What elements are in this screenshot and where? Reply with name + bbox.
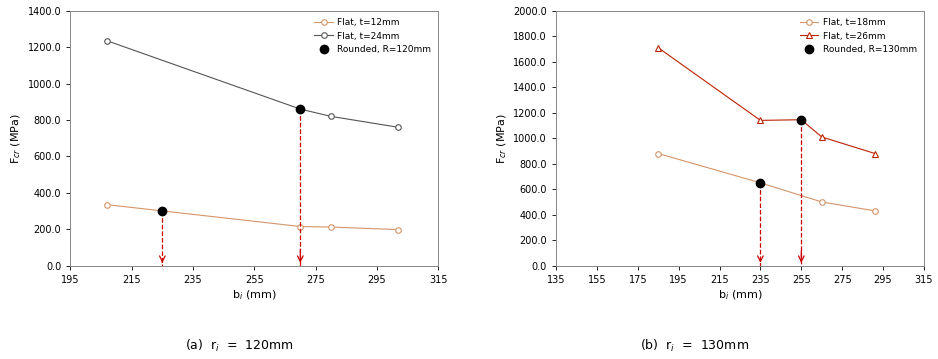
Flat, t=26mm: [795, 118, 807, 122]
Flat, t=26mm: [653, 46, 664, 50]
Flat, t=12mm: [101, 202, 113, 207]
Flat, t=24mm: [393, 125, 404, 130]
X-axis label: b$_i$ (mm): b$_i$ (mm): [232, 289, 277, 302]
Text: (b)  r$_i$  =  130mm: (b) r$_i$ = 130mm: [640, 337, 749, 354]
Flat, t=18mm: [870, 209, 881, 213]
Flat, t=18mm: [816, 200, 827, 204]
Y-axis label: F$_{cr}$ (MPa): F$_{cr}$ (MPa): [495, 113, 509, 164]
Flat, t=12mm: [325, 225, 337, 229]
Flat, t=18mm: [653, 151, 664, 156]
Line: Flat, t=24mm: Flat, t=24mm: [104, 38, 401, 130]
X-axis label: b$_i$ (mm): b$_i$ (mm): [718, 289, 763, 302]
Line: Flat, t=18mm: Flat, t=18mm: [656, 151, 878, 214]
Flat, t=24mm: [101, 39, 113, 43]
Flat, t=26mm: [755, 118, 766, 122]
Legend: Flat, t=18mm, Flat, t=26mm, Rounded, R=130mm: Flat, t=18mm, Flat, t=26mm, Rounded, R=1…: [797, 15, 919, 57]
Flat, t=18mm: [755, 181, 766, 185]
Flat, t=24mm: [325, 114, 337, 118]
Legend: Flat, t=12mm, Flat, t=24mm, Rounded, R=120mm: Flat, t=12mm, Flat, t=24mm, Rounded, R=1…: [311, 15, 433, 57]
Flat, t=26mm: [816, 135, 827, 139]
Flat, t=12mm: [295, 224, 306, 229]
Flat, t=24mm: [295, 107, 306, 111]
Flat, t=12mm: [393, 228, 404, 232]
Line: Flat, t=26mm: Flat, t=26mm: [656, 45, 878, 156]
Y-axis label: F$_{cr}$ (MPa): F$_{cr}$ (MPa): [9, 113, 23, 164]
Text: (a)  r$_i$  =  120mm: (a) r$_i$ = 120mm: [185, 337, 294, 354]
Flat, t=26mm: [870, 151, 881, 156]
Line: Flat, t=12mm: Flat, t=12mm: [104, 202, 401, 232]
